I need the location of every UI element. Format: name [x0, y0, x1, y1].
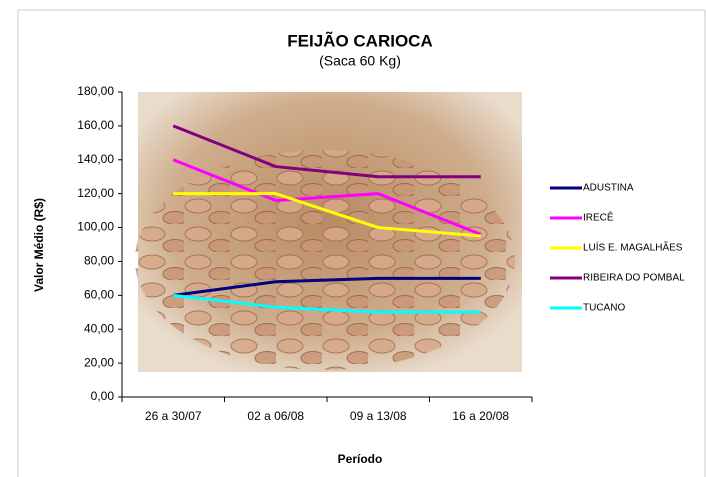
y-tick-label: 40,00 — [84, 321, 114, 335]
x-tick-label: 16 a 20/08 — [452, 409, 509, 423]
legend-label: LUÍS E. MAGALHÃES — [583, 241, 683, 254]
chart-title: FEIJÃO CARIOCA — [287, 30, 432, 50]
y-tick-label: 0,00 — [91, 389, 115, 403]
x-axis-label: Período — [338, 452, 383, 466]
legend-label: RIBEIRA DO POMBAL — [583, 273, 685, 284]
series-line — [173, 192, 481, 238]
legend-label: IRECÊ — [583, 211, 614, 224]
y-tick-label: 20,00 — [84, 355, 114, 369]
y-tick-label: 100,00 — [77, 220, 114, 234]
series-line — [172, 158, 482, 236]
y-tick-label: 60,00 — [84, 288, 114, 302]
y-tick-label: 180,00 — [77, 84, 114, 98]
legend-label: ADUSTINA — [583, 183, 634, 194]
legend-label: TUCANO — [583, 303, 625, 314]
x-tick-label: 26 a 30/07 — [145, 409, 202, 423]
y-tick-label: 160,00 — [77, 118, 114, 132]
background-image — [135, 150, 515, 370]
x-tick-label: 02 a 06/08 — [247, 409, 304, 423]
series-line — [172, 124, 481, 179]
y-tick-label: 120,00 — [77, 186, 114, 200]
y-axis-label: Valor Médio (R$) — [32, 198, 46, 292]
x-tick-label: 09 a 13/08 — [350, 409, 407, 423]
y-tick-label: 80,00 — [84, 254, 114, 268]
chart-subtitle: (Saca 60 Kg) — [319, 53, 401, 69]
series-line — [173, 293, 481, 314]
y-tick-label: 140,00 — [77, 152, 114, 166]
series-line — [173, 276, 481, 297]
